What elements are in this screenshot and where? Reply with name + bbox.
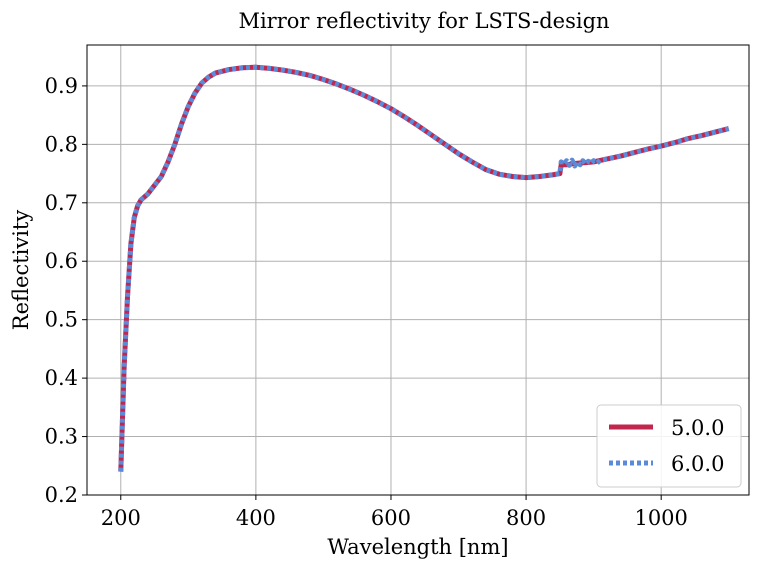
- y-tick-label: 0.2: [45, 483, 78, 507]
- y-tick-label: 0.9: [45, 74, 78, 98]
- x-tick-label: 600: [371, 506, 411, 530]
- x-axis-label: Wavelength [nm]: [327, 535, 508, 559]
- y-tick-label: 0.3: [45, 425, 78, 449]
- x-tick-label: 400: [236, 506, 276, 530]
- series-line-6-0-0: [118, 64, 730, 472]
- y-tick-label: 0.5: [45, 308, 78, 332]
- y-tick-label: 0.4: [45, 366, 78, 390]
- x-tick-label: 200: [101, 506, 141, 530]
- axis-ticks: 200 400 600 800 1000 0.2 0.3 0.4 0.5 0.6 0.7 0.8 0.9: [45, 74, 688, 530]
- y-tick-label: 0.8: [45, 132, 78, 156]
- plot-series: [118, 64, 730, 472]
- plot-frame: [86, 44, 750, 496]
- y-tick-label: 0.7: [45, 191, 78, 215]
- legend: 5.0.0 6.0.0: [596, 404, 742, 488]
- legend-label-6-0-0: 6.0.0: [671, 452, 724, 476]
- y-tick-label: 0.6: [45, 249, 78, 273]
- y-axis-label: Reflectivity: [9, 210, 33, 331]
- x-tick-label: 1000: [634, 506, 687, 530]
- chart-title: Mirror reflectivity for LSTS-design: [238, 9, 609, 33]
- x-tick-label: 800: [506, 506, 546, 530]
- legend-label-5-0-0: 5.0.0: [671, 416, 724, 440]
